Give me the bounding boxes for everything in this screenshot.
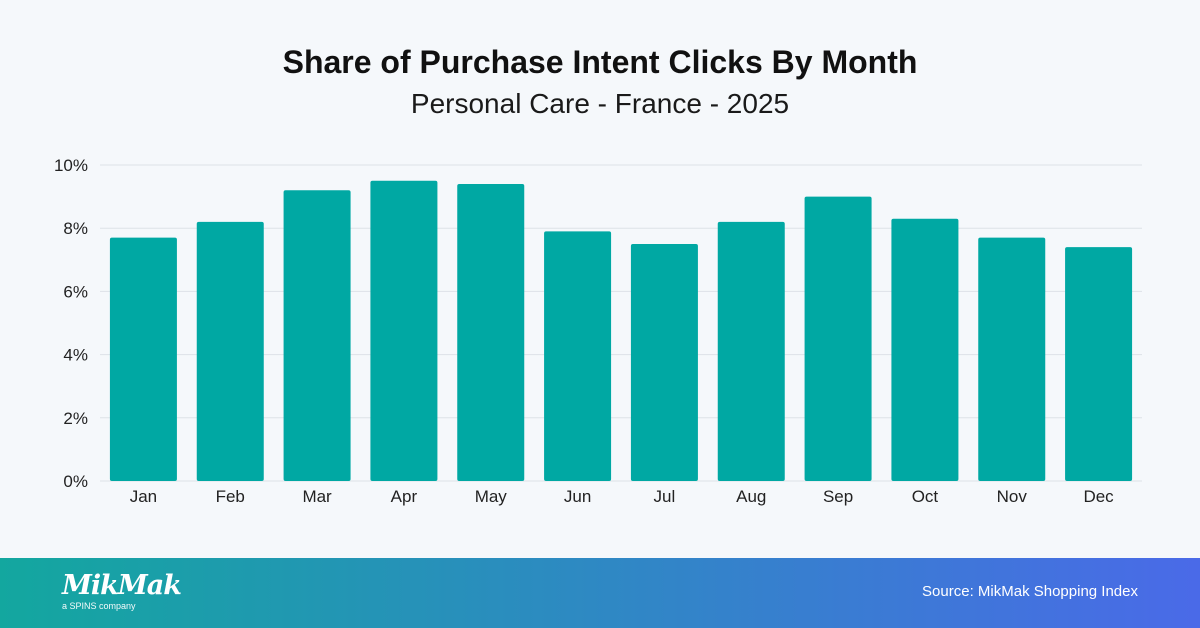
x-axis: Jan Feb Mar Apr May Jun Jul Aug Sep Oct Nov Dec xyxy=(130,487,1114,506)
x-tick-label: Apr xyxy=(391,487,418,506)
y-tick-label: 8% xyxy=(63,219,88,238)
y-axis: 0% 2% 4% 6% 8% 10% xyxy=(54,156,88,491)
bar xyxy=(283,190,351,481)
x-tick-label: Dec xyxy=(1083,487,1114,506)
chart-title: Share of Purchase Intent Clicks By Month xyxy=(282,44,918,80)
y-tick-label: 4% xyxy=(63,346,88,365)
bar xyxy=(544,231,612,481)
x-tick-label: Sep xyxy=(823,487,853,506)
bar xyxy=(370,180,438,482)
y-tick-label: 0% xyxy=(63,472,88,491)
x-tick-label: Jan xyxy=(130,487,157,506)
footer-banner: MikMak a SPINS company Source: MikMak Sh… xyxy=(0,558,1200,628)
mikmak-logo[interactable]: MikMak a SPINS company xyxy=(62,570,182,612)
bar-chart: 0% 2% 4% 6% 8% 10% Jan Feb Mar Apr May Jun Jul Aug Se… xyxy=(54,156,1142,506)
chart-subtitle: Personal Care - France - 2025 xyxy=(410,88,790,119)
x-tick-label: Nov xyxy=(997,487,1028,506)
bar xyxy=(804,196,872,481)
y-tick-label: 10% xyxy=(54,156,88,175)
x-tick-label: Jul xyxy=(654,487,676,506)
bar xyxy=(630,244,698,481)
bars xyxy=(109,180,1133,482)
x-tick-label: Aug xyxy=(736,487,766,506)
logo-tagline: a SPINS company xyxy=(62,601,136,611)
bar xyxy=(109,237,177,481)
x-tick-label: Oct xyxy=(912,487,939,506)
x-tick-label: Jun xyxy=(564,487,591,506)
bar xyxy=(457,183,525,481)
bar xyxy=(196,221,264,481)
bar xyxy=(891,218,959,481)
y-tick-label: 6% xyxy=(63,282,88,301)
x-tick-label: May xyxy=(475,487,508,506)
gridlines xyxy=(100,164,1142,482)
logo-wordmark: MikMak xyxy=(62,570,182,601)
y-tick-label: 2% xyxy=(63,409,88,428)
x-tick-label: Feb xyxy=(216,487,245,506)
source-note: Source: MikMak Shopping Index xyxy=(922,583,1138,600)
bar xyxy=(717,221,785,481)
bar xyxy=(1065,247,1133,481)
bar xyxy=(978,237,1046,481)
x-tick-label: Mar xyxy=(302,487,332,506)
